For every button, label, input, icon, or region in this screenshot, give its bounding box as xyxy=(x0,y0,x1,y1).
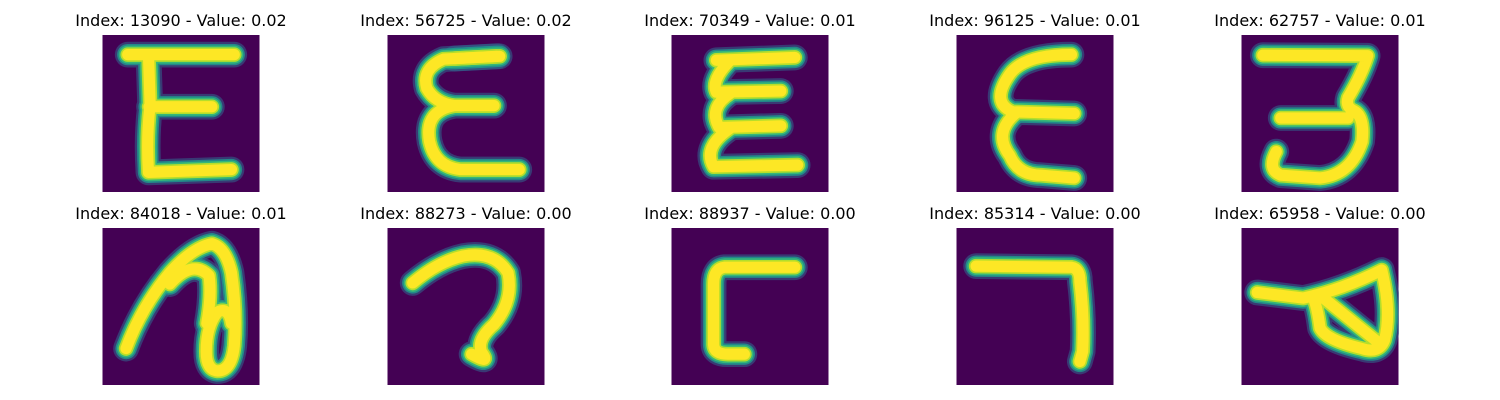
panel-title: Index: 65958 - Value: 0.00 xyxy=(1214,204,1426,223)
panel-title: Index: 84018 - Value: 0.01 xyxy=(75,204,287,223)
panel-title: Index: 88937 - Value: 0.00 xyxy=(644,204,856,223)
panel-title: Index: 13090 - Value: 0.02 xyxy=(75,11,287,30)
panel-title: Index: 85314 - Value: 0.00 xyxy=(929,204,1141,223)
handwritten-loop-image xyxy=(102,228,260,385)
panel-title: Index: 62757 - Value: 0.01 xyxy=(1214,11,1426,30)
panel-title: Index: 56725 - Value: 0.02 xyxy=(360,11,572,30)
handwritten-epsilon-image xyxy=(956,35,1114,192)
handwritten-triangle-loop-image xyxy=(1241,228,1399,385)
panel-title: Index: 70349 - Value: 0.01 xyxy=(644,11,856,30)
panel-title: Index: 96125 - Value: 0.01 xyxy=(929,11,1141,30)
handwritten-e-image xyxy=(102,35,260,192)
handwritten-epsilon-image xyxy=(387,35,545,192)
handwritten-hook-image xyxy=(387,228,545,385)
handwritten-epsilon-image xyxy=(671,35,829,192)
handwritten-reversed-e-image xyxy=(1241,35,1399,192)
handwritten-l-block-image xyxy=(671,228,829,385)
handwritten-seven-image xyxy=(956,228,1114,385)
panel-title: Index: 88273 - Value: 0.00 xyxy=(360,204,572,223)
